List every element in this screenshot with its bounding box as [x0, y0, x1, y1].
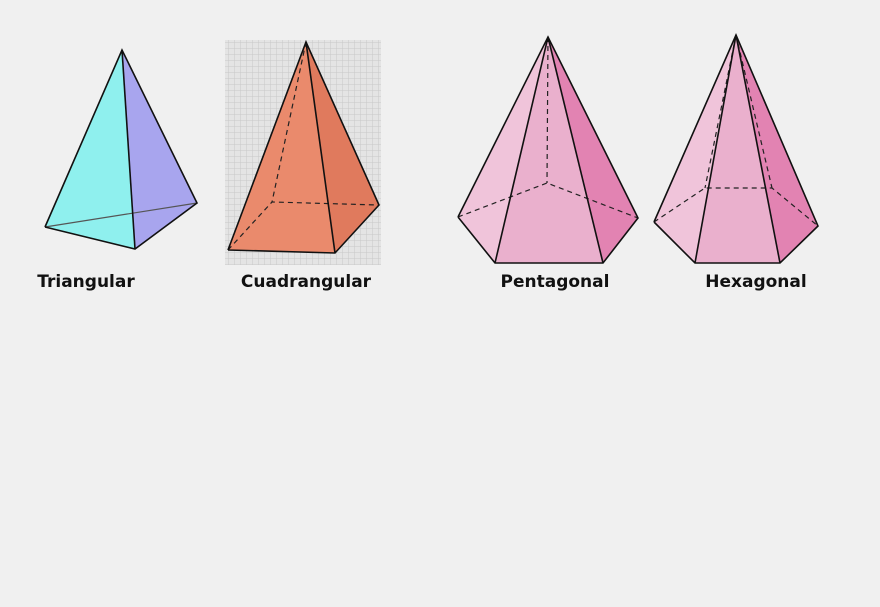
hexagonal-pyramid — [653, 32, 819, 264]
label: Pentagonal — [501, 272, 610, 292]
label: Cuadrangular — [241, 272, 372, 292]
pentagonal-pyramid — [457, 35, 639, 264]
label: Hexagonal — [705, 272, 806, 292]
triangular-pyramid — [44, 48, 199, 250]
square-pyramid — [225, 39, 381, 265]
label: Triangular — [37, 272, 135, 292]
